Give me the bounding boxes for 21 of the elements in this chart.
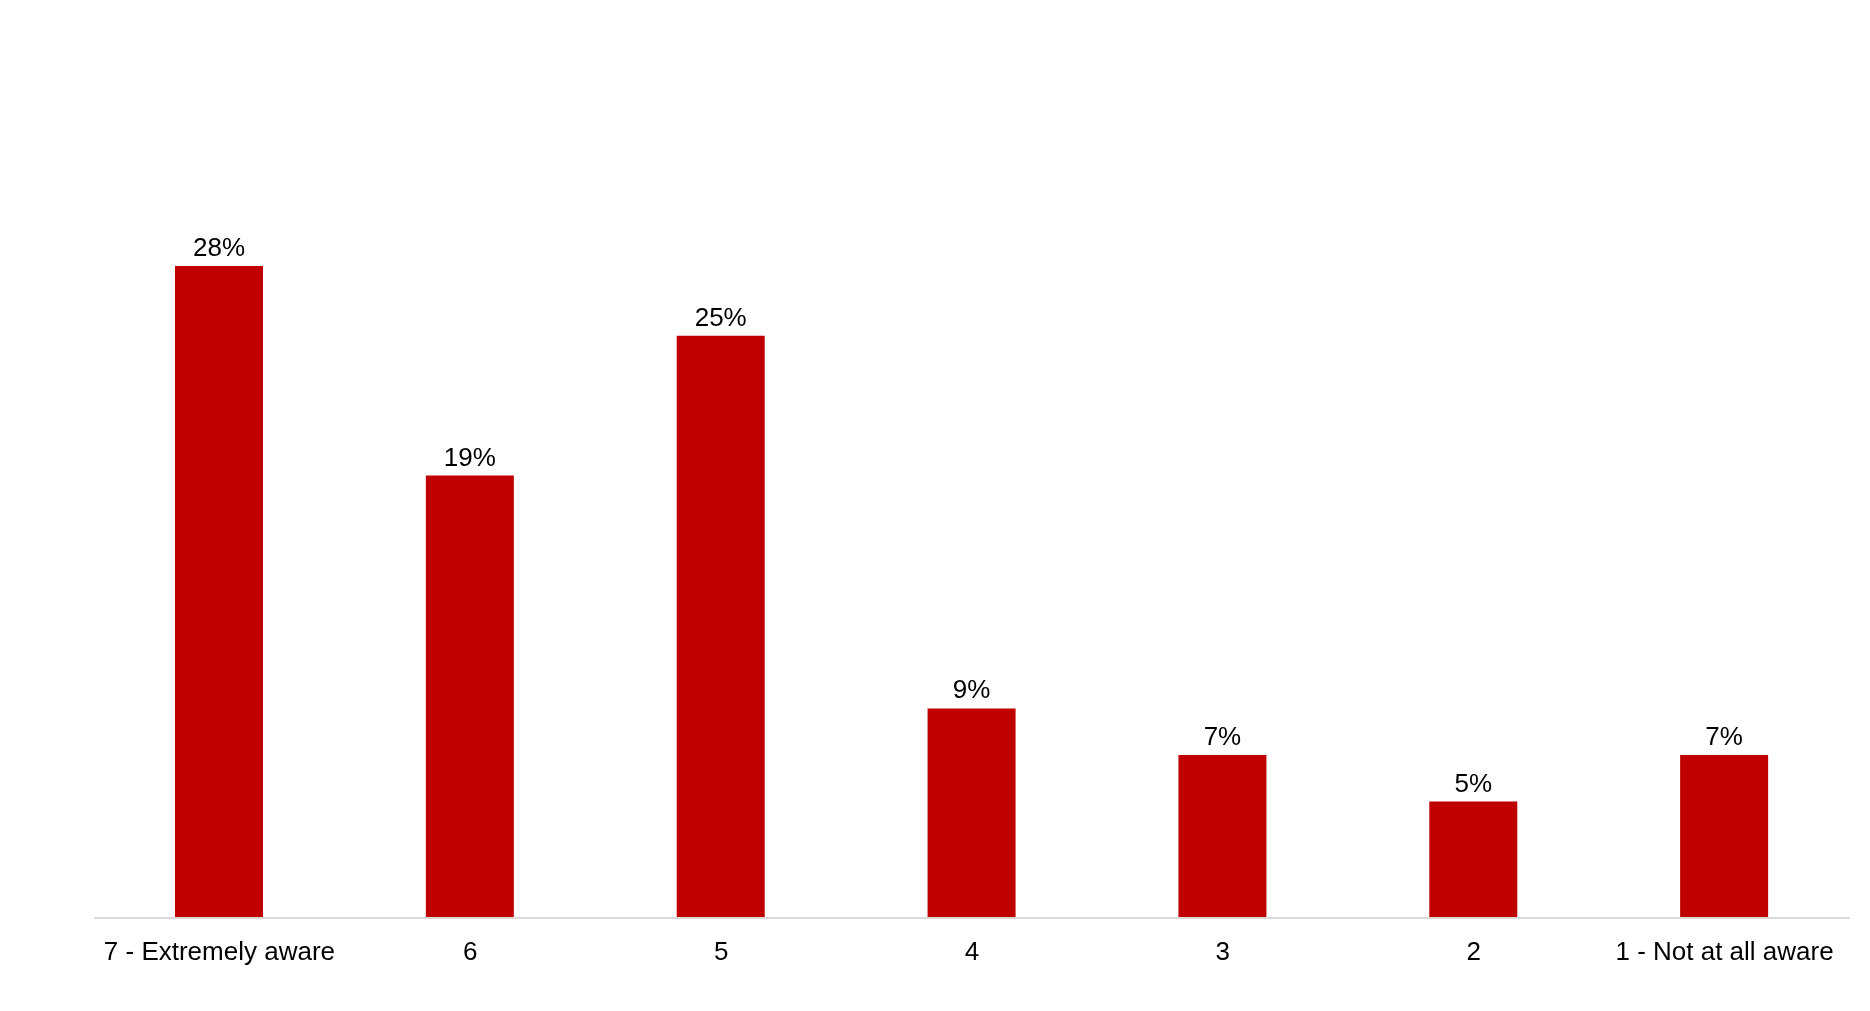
bar xyxy=(175,266,263,918)
bar xyxy=(1178,755,1267,918)
x-tick-label: 5 xyxy=(713,936,729,967)
data-label: 7% xyxy=(1203,721,1242,751)
bar xyxy=(425,475,514,918)
data-label: 5% xyxy=(1454,767,1493,798)
x-tick-label: 6 xyxy=(463,936,478,967)
data-label: 28% xyxy=(192,232,246,262)
bar xyxy=(1429,801,1518,918)
bar xyxy=(676,335,765,918)
x-tick-label: 3 xyxy=(1215,936,1231,967)
bar xyxy=(1680,755,1769,918)
data-label: 7% xyxy=(1705,721,1743,751)
x-tick-label: 2 xyxy=(1466,936,1481,967)
x-tick-label: 7 - Extremely aware xyxy=(103,936,336,967)
x-tick-label: 1 - Not at all aware xyxy=(1615,936,1834,967)
data-label: 19% xyxy=(443,441,496,472)
data-label: 9% xyxy=(952,674,991,705)
bar xyxy=(927,708,1016,918)
x-tick-label: 4 xyxy=(964,936,980,967)
data-label: 25% xyxy=(694,301,747,332)
